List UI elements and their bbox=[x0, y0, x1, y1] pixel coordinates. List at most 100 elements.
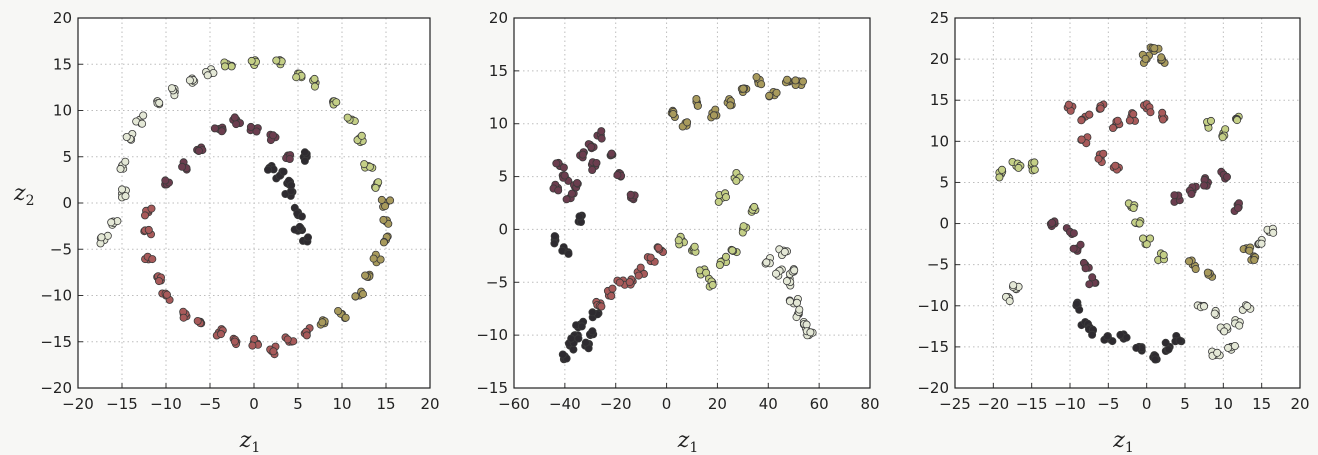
data-point bbox=[227, 62, 236, 71]
plot-frame bbox=[77, 17, 431, 389]
y-tick-label: 15 bbox=[930, 91, 949, 109]
data-point bbox=[161, 176, 170, 185]
data-point bbox=[690, 242, 699, 251]
data-point bbox=[577, 322, 586, 331]
plot-frame bbox=[513, 17, 871, 389]
data-point bbox=[310, 82, 319, 91]
y-tick-label: −20 bbox=[917, 379, 949, 397]
y-tick-label: 25 bbox=[930, 9, 949, 27]
data-point bbox=[1129, 203, 1138, 212]
scatter-series-6 bbox=[761, 245, 817, 340]
data-point bbox=[1122, 333, 1131, 342]
data-point bbox=[379, 238, 388, 247]
data-point bbox=[625, 278, 634, 287]
data-point bbox=[550, 239, 559, 248]
scatter-series-3 bbox=[316, 195, 395, 329]
data-point bbox=[279, 167, 288, 176]
x-tick-label: 20 bbox=[708, 395, 727, 413]
x-tick-label: 20 bbox=[420, 395, 439, 413]
data-point bbox=[564, 249, 573, 258]
data-point bbox=[1235, 321, 1244, 330]
x-tick-label: −15 bbox=[106, 395, 138, 413]
data-point bbox=[558, 350, 567, 359]
data-point bbox=[1085, 280, 1094, 289]
plot-frame bbox=[954, 17, 1301, 389]
data-point bbox=[722, 193, 731, 202]
y-tick-label: 5 bbox=[939, 173, 949, 191]
data-point bbox=[693, 101, 702, 110]
data-point bbox=[1161, 338, 1170, 347]
data-point bbox=[369, 254, 378, 263]
data-point bbox=[1224, 343, 1233, 352]
data-point bbox=[634, 271, 643, 280]
data-point bbox=[1009, 281, 1018, 290]
data-point bbox=[1088, 273, 1097, 282]
data-point bbox=[140, 211, 149, 220]
data-point bbox=[574, 334, 583, 343]
data-point bbox=[1077, 135, 1086, 144]
data-point bbox=[217, 127, 226, 136]
data-point bbox=[587, 142, 596, 151]
data-point bbox=[752, 73, 761, 82]
y-tick-label: 15 bbox=[489, 62, 508, 80]
data-point bbox=[1113, 116, 1122, 125]
data-point bbox=[1191, 264, 1200, 273]
y-tick-label: −15 bbox=[476, 379, 508, 397]
data-point bbox=[567, 189, 576, 198]
data-point bbox=[97, 233, 106, 242]
data-point bbox=[148, 255, 157, 264]
data-point bbox=[194, 146, 203, 155]
x-tick-label: 80 bbox=[860, 395, 879, 413]
data-point bbox=[147, 204, 156, 213]
y-tick-label: −5 bbox=[927, 256, 949, 274]
data-point bbox=[193, 316, 202, 325]
data-point bbox=[139, 111, 148, 120]
data-point bbox=[1257, 239, 1266, 248]
scatter-series-2 bbox=[1046, 167, 1244, 289]
data-point bbox=[1142, 240, 1151, 249]
data-point bbox=[715, 260, 724, 269]
data-point bbox=[300, 148, 309, 157]
data-point bbox=[334, 306, 343, 315]
y-tick-label: 5 bbox=[498, 168, 508, 186]
data-point bbox=[250, 334, 259, 343]
data-point bbox=[1234, 204, 1243, 213]
x-tick-label: −60 bbox=[498, 395, 530, 413]
data-point bbox=[569, 345, 578, 354]
data-point bbox=[1135, 219, 1144, 228]
data-point bbox=[588, 308, 597, 317]
x-tick-label: −15 bbox=[1016, 395, 1048, 413]
data-point bbox=[269, 347, 278, 356]
data-point bbox=[162, 290, 171, 299]
data-point bbox=[1099, 149, 1108, 158]
data-point bbox=[1005, 297, 1014, 306]
data-point bbox=[613, 171, 622, 180]
data-point bbox=[559, 163, 568, 172]
data-point bbox=[1088, 330, 1097, 339]
data-point bbox=[341, 313, 350, 322]
data-point bbox=[732, 176, 741, 185]
data-point bbox=[1077, 116, 1086, 125]
data-point bbox=[554, 186, 563, 195]
data-point bbox=[292, 73, 301, 82]
data-point bbox=[739, 84, 748, 93]
scatter-series-5 bbox=[674, 168, 760, 291]
data-point bbox=[1146, 108, 1155, 117]
data-point bbox=[167, 84, 176, 93]
data-point bbox=[1185, 257, 1194, 266]
y-tick-label: 10 bbox=[489, 115, 508, 133]
x-tick-label: −40 bbox=[549, 395, 581, 413]
data-point bbox=[1230, 341, 1239, 350]
data-point bbox=[710, 111, 719, 120]
data-point bbox=[295, 222, 304, 231]
x-tick-label: −10 bbox=[150, 395, 182, 413]
data-point bbox=[1158, 115, 1167, 124]
data-point bbox=[371, 183, 380, 192]
x-axis-label-subscript: 1 bbox=[1125, 440, 1134, 455]
data-point bbox=[351, 292, 360, 301]
data-point bbox=[1223, 172, 1232, 181]
data-point bbox=[179, 313, 188, 322]
data-point bbox=[607, 149, 616, 158]
data-point bbox=[1233, 116, 1242, 125]
data-point bbox=[248, 341, 257, 350]
